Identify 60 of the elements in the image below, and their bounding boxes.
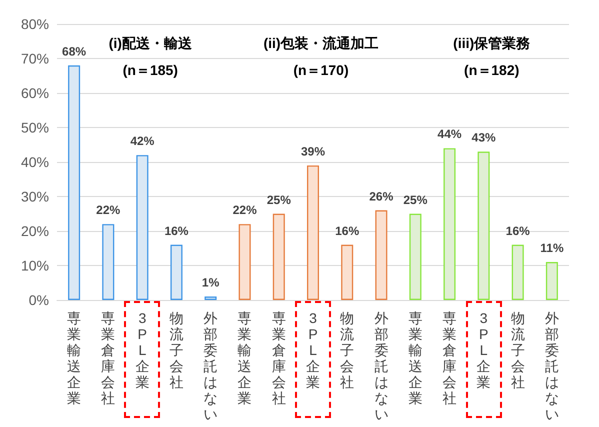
y-tick-label: 30% <box>20 188 49 204</box>
data-label: 44% <box>438 127 462 142</box>
x-tick-label: 物流子会社 <box>340 310 354 390</box>
bar <box>341 244 354 300</box>
data-label: 16% <box>164 224 189 238</box>
x-tick-label: 物流子会社 <box>169 310 184 390</box>
bar <box>444 148 456 300</box>
x-tick-label: 外部委託はない <box>544 310 559 422</box>
data-label: 16% <box>335 224 360 238</box>
bar <box>204 296 217 300</box>
y-tick-label: 40% <box>20 154 49 170</box>
x-tick-label: 専業輸送企業 <box>67 310 82 406</box>
data-label: 25% <box>403 192 428 207</box>
bar <box>307 165 319 300</box>
bar <box>68 65 80 300</box>
y-tick-label: 20% <box>20 223 49 239</box>
x-tick-label: 専業倉庫会社 <box>442 310 457 406</box>
annotation: (ii)包装・流通加工 <box>263 35 379 51</box>
x-tick-label: 専業倉庫会社 <box>101 310 116 406</box>
bar <box>409 214 422 300</box>
x-tick-label: 3PL企業 <box>476 310 491 390</box>
data-label: 22% <box>96 203 121 218</box>
annotation: (i)配送・輸送 <box>108 35 193 51</box>
x-tick-label: 専業倉庫会社 <box>272 310 286 406</box>
y-tick-label: 10% <box>20 258 49 274</box>
data-label: 25% <box>266 192 292 207</box>
data-label: 39% <box>300 144 326 158</box>
bar <box>136 155 148 300</box>
bar <box>478 152 490 300</box>
data-label: 16% <box>506 224 530 238</box>
x-tick-label: 外部委託はない <box>204 310 218 422</box>
bar <box>102 224 114 300</box>
x-tick-label: 3PL企業 <box>306 310 320 390</box>
data-label: 42% <box>130 134 155 148</box>
x-tick-label: 専業輸送企業 <box>238 310 252 406</box>
y-tick-label: 0% <box>28 292 49 308</box>
data-label: 22% <box>232 203 258 218</box>
data-label: 26% <box>369 189 394 204</box>
annotation: (n＝170) <box>293 62 349 78</box>
data-label: 11% <box>540 241 564 256</box>
annotation: (n＝182) <box>464 62 520 78</box>
bar <box>170 244 182 300</box>
y-tick-label: 70% <box>20 50 49 66</box>
annotation: (iii)保管業務 <box>453 35 532 51</box>
bar <box>512 244 524 300</box>
data-label: 43% <box>472 130 496 145</box>
bar <box>272 214 285 300</box>
x-tick-label: 3PL企業 <box>135 310 150 390</box>
data-label: 68% <box>62 44 86 58</box>
y-tick-label: 50% <box>20 120 49 136</box>
data-label: 1% <box>202 276 220 290</box>
bar <box>238 224 251 300</box>
y-tick-label: 80% <box>20 16 49 32</box>
x-tick-label: 外部委託はない <box>374 310 388 422</box>
x-tick-label: 専業輸送企業 <box>408 310 422 406</box>
bar <box>375 210 388 300</box>
x-tick-label: 物流子会社 <box>510 310 525 390</box>
bar <box>546 262 558 300</box>
annotation: (n＝185) <box>122 62 178 78</box>
y-tick-label: 60% <box>20 85 49 101</box>
